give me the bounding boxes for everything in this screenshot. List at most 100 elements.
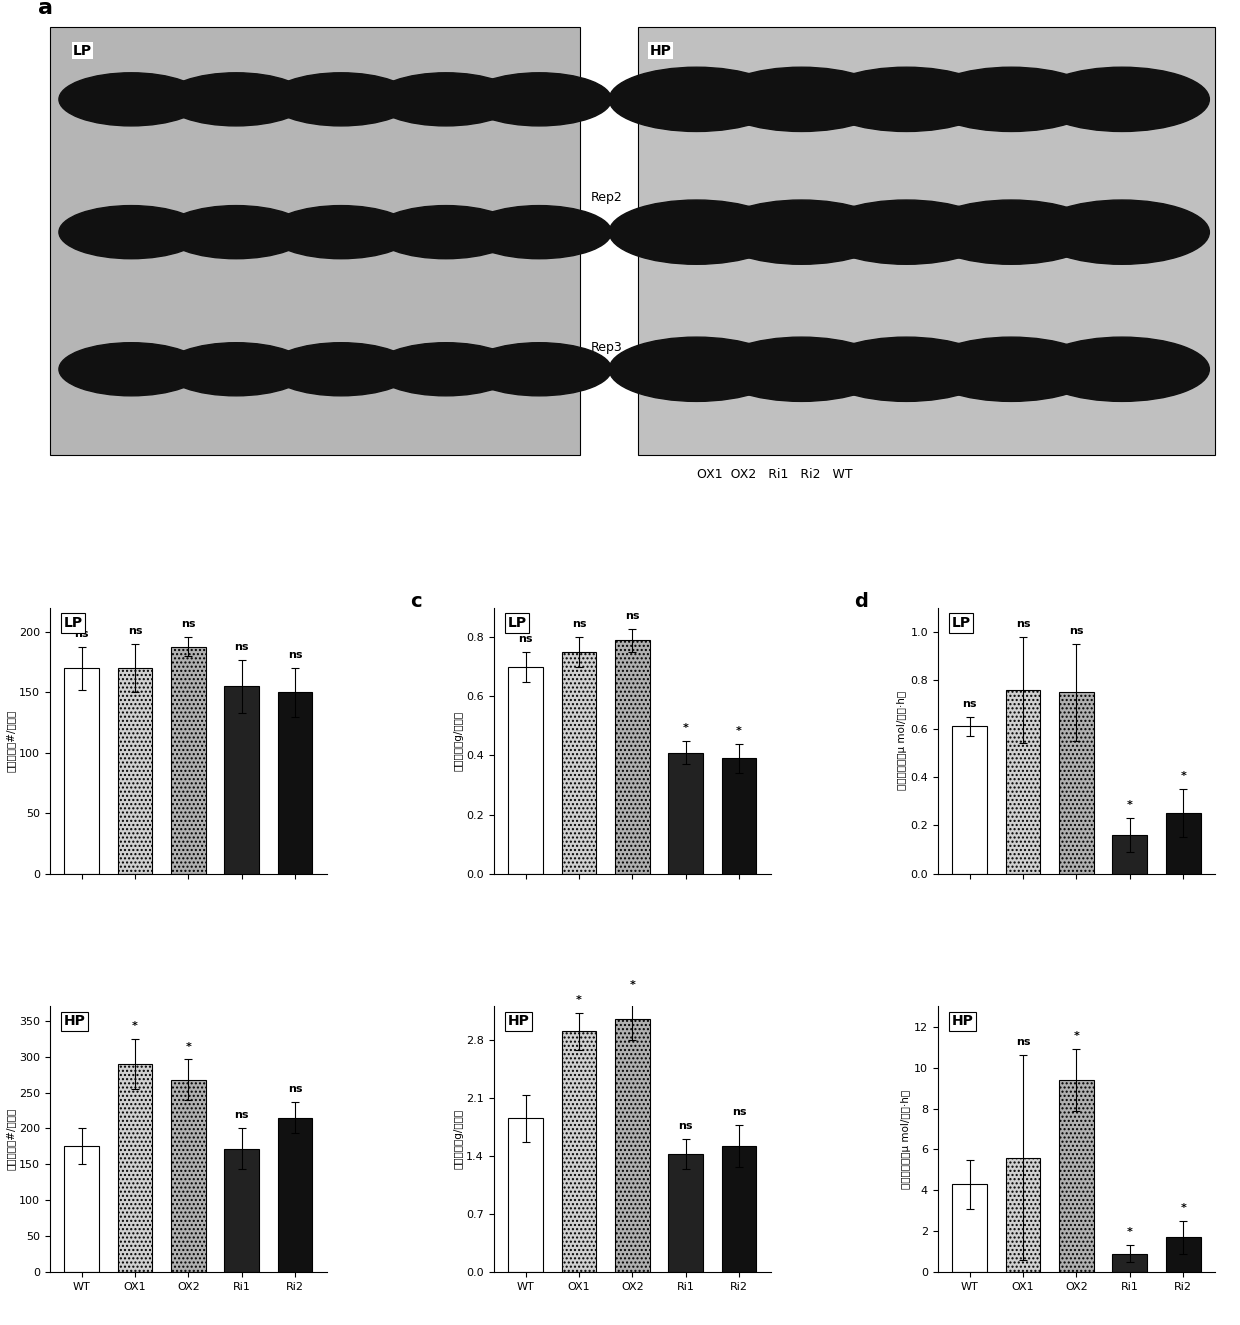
Circle shape: [60, 343, 203, 396]
Text: *: *: [1127, 800, 1133, 810]
Text: *: *: [737, 726, 742, 735]
Bar: [278, 1118, 312, 1272]
Circle shape: [714, 68, 889, 131]
Circle shape: [164, 343, 309, 396]
Text: ns: ns: [234, 1110, 249, 1121]
Bar: [171, 1080, 206, 1272]
Bar: [224, 686, 259, 873]
Bar: [952, 1185, 987, 1272]
Text: ns: ns: [1069, 627, 1084, 636]
Text: ns: ns: [74, 628, 89, 639]
Y-axis label: 小瘾数量（#/植物）: 小瘾数量（#/植物）: [6, 1108, 16, 1170]
Circle shape: [924, 337, 1099, 401]
Circle shape: [609, 200, 784, 264]
Text: ns: ns: [1016, 619, 1030, 629]
Circle shape: [1034, 200, 1209, 264]
Bar: [1166, 1238, 1200, 1272]
Circle shape: [1034, 68, 1209, 131]
Text: a: a: [38, 0, 53, 19]
Bar: [615, 640, 650, 873]
Text: LP: LP: [951, 616, 971, 629]
Text: ns: ns: [234, 641, 249, 652]
Text: *: *: [1074, 1031, 1079, 1041]
Text: ns: ns: [288, 1084, 303, 1094]
Bar: [171, 647, 206, 873]
Y-axis label: 小瘾鲜重（g/植物）: 小瘾鲜重（g/植物）: [454, 710, 464, 771]
Y-axis label: 固氮酶活性（μ mol/植物·h）: 固氮酶活性（μ mol/植物·h）: [901, 1089, 911, 1189]
Bar: [1006, 690, 1040, 873]
Circle shape: [60, 205, 203, 258]
Bar: [562, 652, 596, 873]
Bar: [668, 753, 703, 873]
Circle shape: [714, 200, 889, 264]
Text: *: *: [683, 722, 688, 733]
Bar: [278, 693, 312, 873]
Bar: [722, 758, 756, 873]
Circle shape: [924, 200, 1099, 264]
Bar: [50, 26, 580, 454]
Circle shape: [373, 343, 518, 396]
Bar: [1166, 814, 1200, 873]
Text: ns: ns: [288, 651, 303, 660]
Circle shape: [467, 205, 611, 258]
Text: *: *: [577, 995, 582, 1006]
Text: HP: HP: [63, 1015, 86, 1028]
Circle shape: [1034, 337, 1209, 401]
Circle shape: [609, 337, 784, 401]
Y-axis label: 小瘾鲜重（g/植物）: 小瘾鲜重（g/植物）: [454, 1109, 464, 1169]
Bar: [224, 1149, 259, 1272]
Circle shape: [269, 73, 413, 126]
Circle shape: [924, 68, 1099, 131]
Text: OX1  OX2   Ri1   Ri2   WT: OX1 OX2 Ri1 Ri2 WT: [697, 468, 852, 481]
Bar: [952, 726, 987, 873]
Circle shape: [714, 337, 889, 401]
Text: *: *: [1127, 1227, 1133, 1238]
Circle shape: [818, 337, 993, 401]
Text: Rep2: Rep2: [591, 191, 622, 204]
Text: ns: ns: [962, 698, 977, 709]
Text: d: d: [854, 592, 868, 611]
Bar: [1006, 1158, 1040, 1272]
Text: ns: ns: [732, 1108, 746, 1117]
Circle shape: [164, 205, 309, 258]
Text: ns: ns: [1016, 1037, 1030, 1048]
Bar: [64, 1146, 99, 1272]
Text: LP: LP: [73, 44, 92, 58]
Bar: [1059, 1080, 1094, 1272]
Text: ns: ns: [181, 619, 196, 629]
Y-axis label: 小瘾数量（#/植物）: 小瘾数量（#/植物）: [6, 710, 16, 772]
Bar: [668, 1154, 703, 1272]
Bar: [64, 668, 99, 873]
Bar: [722, 1146, 756, 1272]
Text: *: *: [1180, 771, 1187, 780]
Circle shape: [818, 68, 993, 131]
Bar: [562, 1031, 596, 1272]
Bar: [639, 26, 1215, 454]
Y-axis label: 固氮酶活性（μ mol/植物·h）: 固氮酶活性（μ mol/植物·h）: [898, 692, 908, 790]
Circle shape: [467, 343, 611, 396]
Circle shape: [269, 343, 413, 396]
Bar: [508, 666, 543, 873]
Circle shape: [60, 73, 203, 126]
Text: ns: ns: [625, 611, 640, 620]
Bar: [118, 1064, 153, 1272]
Text: *: *: [131, 1020, 138, 1031]
Circle shape: [164, 73, 309, 126]
Text: *: *: [186, 1041, 191, 1052]
Circle shape: [373, 73, 518, 126]
Text: HP: HP: [650, 44, 672, 58]
Text: ns: ns: [128, 627, 143, 636]
Text: HP: HP: [507, 1015, 529, 1028]
Text: Rep3: Rep3: [591, 342, 622, 354]
Text: *: *: [1180, 1203, 1187, 1212]
Text: c: c: [410, 592, 422, 611]
Bar: [615, 1019, 650, 1272]
Text: ns: ns: [572, 620, 587, 629]
Bar: [1059, 693, 1094, 873]
Text: LP: LP: [63, 616, 83, 629]
Text: *: *: [630, 980, 635, 990]
Bar: [508, 1118, 543, 1272]
Circle shape: [609, 68, 784, 131]
Circle shape: [373, 205, 518, 258]
Text: LP: LP: [507, 616, 527, 629]
